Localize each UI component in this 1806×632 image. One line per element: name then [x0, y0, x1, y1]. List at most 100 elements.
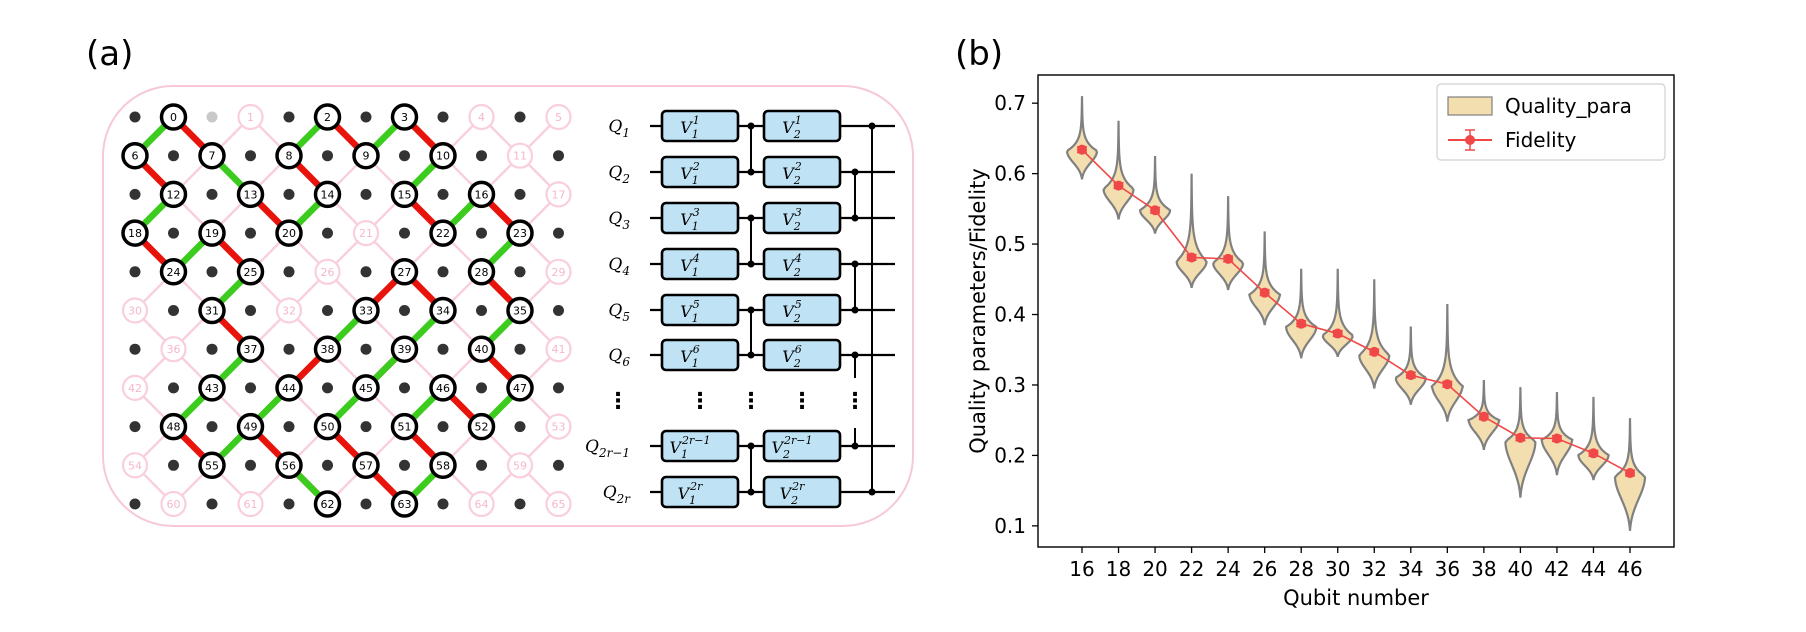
fidelity-point [1588, 448, 1599, 459]
qubit-number: 48 [167, 421, 181, 434]
inactive-dot [399, 150, 410, 162]
qubit-node-active [467, 258, 496, 286]
qubit-node-idle [506, 142, 534, 169]
violin-body [1248, 231, 1282, 326]
qubit-node-idle [160, 336, 187, 363]
inactive-dot [514, 188, 526, 200]
inactive-dot [206, 343, 218, 355]
gate-box [762, 293, 842, 327]
inactive-dot [476, 227, 487, 239]
x-axis: 16 18 20 22 24 26 28 30 32 34 36 38 40 42 44 46 [1069, 547, 1643, 581]
gate-box [660, 338, 740, 372]
violin-body [1212, 196, 1245, 291]
fidelity-point [1369, 346, 1380, 357]
qubit-number: 21 [359, 227, 373, 240]
qubit-node-idle [314, 258, 341, 285]
qubit-node-active [352, 374, 380, 402]
qubit-node-active [236, 180, 265, 209]
x-tick-label: 24 [1215, 557, 1240, 581]
inactive-dot [283, 421, 295, 433]
gate-label: V21 [782, 114, 802, 141]
grey-dot [206, 111, 218, 123]
y-tick-label: 0.7 [994, 91, 1026, 115]
qubit-number: 22 [436, 227, 450, 240]
cz-dot [747, 442, 755, 450]
qubit-row-label: Q3 [608, 209, 630, 232]
gate-box [660, 247, 740, 281]
inactive-dot [283, 188, 295, 200]
qubit-node-active [506, 219, 534, 247]
qubit-row-label: Q2 [608, 163, 630, 186]
cz-dot [868, 488, 876, 496]
violin-series [1065, 96, 1647, 531]
inactive-dot [399, 227, 410, 239]
qubit-number: 40 [475, 343, 489, 356]
inactive-dot [437, 266, 449, 278]
qubit-number: 57 [359, 459, 373, 472]
qubit-number: 19 [205, 227, 219, 240]
legend: Quality_para Fidelity [1436, 83, 1666, 161]
cz-dot [851, 442, 859, 450]
qubit-node-idle [160, 490, 187, 518]
qubit-node-idle [468, 103, 495, 131]
qubit-node-active [236, 335, 265, 363]
fidelity-point [1332, 328, 1343, 339]
qubit-row-label: Q6 [608, 346, 630, 369]
gate-box [660, 293, 740, 327]
x-tick-label: 34 [1398, 557, 1423, 581]
qubit-number: 24 [167, 266, 181, 279]
x-tick-label: 20 [1142, 557, 1167, 581]
qubit-node-active [467, 412, 496, 441]
qubit-number: 32 [282, 305, 296, 318]
y-tick-label: 0.4 [994, 303, 1026, 327]
qubit-node-active [159, 180, 188, 209]
inactive-dot [437, 498, 449, 510]
y-axis: 0.1 0.2 0.3 0.4 0.5 0.6 0.7 [994, 91, 1038, 538]
inactive-dot [360, 111, 372, 123]
gate-box [660, 155, 740, 189]
fidelity-point [1186, 252, 1197, 263]
qubit-number: 9 [363, 150, 370, 163]
qubit-node-active [352, 451, 380, 480]
inactive-dot [322, 150, 333, 162]
qubit-number: 31 [205, 305, 219, 318]
violin-body [1394, 326, 1427, 405]
qubit-number: 2 [324, 111, 331, 124]
qubit-node-active [236, 412, 265, 441]
qubit-node-active [506, 296, 534, 325]
violin-body [1321, 268, 1354, 358]
qubit-number: 36 [167, 343, 181, 356]
qubit-number: 55 [205, 459, 219, 472]
x-tick-label: 30 [1325, 557, 1350, 581]
qubit-node-idle [545, 258, 572, 285]
gate-box [762, 247, 842, 281]
qubit-node-active [198, 451, 226, 480]
y-tick-label: 0.5 [994, 232, 1026, 256]
qubit-node-active [313, 180, 342, 209]
violin-body [1284, 268, 1318, 359]
qubit-node-active [159, 258, 188, 286]
qubit-number: 37 [244, 343, 258, 356]
inactive-dot [553, 150, 564, 162]
inactive-dot [322, 227, 333, 239]
cz-dot [747, 351, 755, 359]
inactive-dot [514, 111, 526, 123]
qubit-node-active [275, 219, 303, 247]
legend-box [1436, 83, 1666, 161]
y-tick-label: 0.2 [994, 443, 1026, 467]
inactive-dot [437, 188, 449, 200]
inactive-dot [206, 188, 218, 200]
qubit-number: 26 [321, 266, 335, 279]
qubit-node-active [313, 335, 342, 363]
violin-body [1577, 396, 1610, 481]
y-tick-label: 0.1 [994, 514, 1026, 538]
inactive-dot [129, 266, 141, 278]
inactive-dot [437, 111, 449, 123]
qubit-number: 47 [513, 382, 527, 395]
qubit-node-idle [121, 297, 149, 324]
gate-box [660, 201, 740, 235]
inactive-dot [322, 305, 333, 316]
panel-b-label: (b) [955, 34, 1003, 74]
inactive-dot [206, 498, 218, 510]
violin-chart: 0.1 0.2 0.3 0.4 0.5 0.6 0.7 16 18 20 22 24 26 28 30 32… [966, 74, 1675, 610]
